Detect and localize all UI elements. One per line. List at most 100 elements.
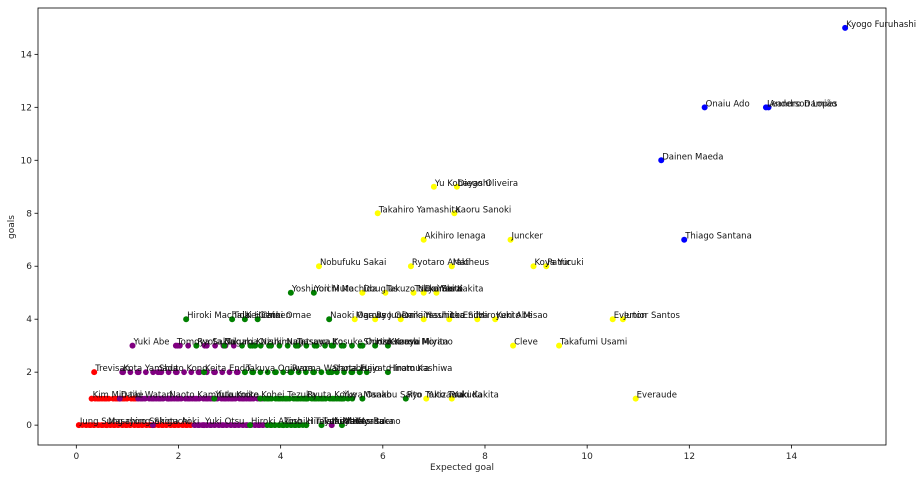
y-tick-label: 14 — [21, 50, 33, 60]
point-label: Toshiki Takahashi — [283, 417, 357, 427]
point-label: Matias Bueno — [343, 417, 401, 427]
cluster-point — [318, 395, 325, 402]
cluster-point — [148, 395, 155, 402]
cluster-point — [101, 395, 108, 402]
cluster-point — [250, 395, 257, 402]
data-point — [88, 395, 95, 402]
cluster-point — [165, 369, 172, 376]
cluster-point — [219, 369, 226, 376]
cluster-point — [239, 342, 245, 349]
data-point — [201, 369, 208, 376]
point-label: Yuki Otsu — [204, 417, 244, 427]
data-point — [252, 342, 259, 349]
y-tick-label: 12 — [21, 103, 32, 113]
cluster-point — [257, 369, 264, 376]
data-point — [315, 263, 322, 270]
data-point — [448, 263, 455, 270]
point-label: Ryo Germain — [376, 311, 431, 321]
x-axis-label: Expected goal — [430, 463, 494, 473]
cluster-point — [130, 395, 137, 402]
y-tick-label: 0 — [26, 421, 32, 431]
cluster-point — [280, 369, 287, 376]
cluster-point — [284, 342, 291, 349]
cluster-point — [188, 369, 195, 376]
y-tick-label: 2 — [26, 368, 32, 378]
data-point — [433, 289, 440, 296]
data-point — [681, 236, 688, 243]
cluster-point — [185, 395, 191, 402]
data-point — [420, 236, 427, 243]
data-point — [116, 395, 123, 402]
cluster-point — [286, 395, 293, 402]
data-point — [842, 24, 849, 31]
point-label: Nobufuku Sakai — [320, 258, 386, 268]
point-label: Kento Misao — [496, 311, 548, 321]
cluster-point — [232, 395, 239, 402]
cluster-point — [313, 342, 320, 349]
point-label: Kei Chinen — [246, 311, 291, 321]
cluster-point — [203, 395, 209, 402]
data-point — [420, 316, 427, 323]
data-point — [326, 316, 333, 323]
data-point — [474, 316, 481, 323]
plot-frame — [37, 7, 887, 446]
cluster-point — [160, 395, 166, 402]
point-label: Junior Santos — [623, 311, 681, 321]
cluster-point — [178, 395, 185, 402]
cluster-point — [191, 395, 198, 402]
point-label: Ryoma Watanabe — [292, 364, 367, 374]
cluster-point — [349, 369, 356, 376]
cluster-point — [173, 395, 180, 402]
cluster-point — [221, 395, 227, 402]
point-label: Everton — [614, 311, 647, 321]
point-label: Yuki Kakita — [452, 391, 499, 401]
cluster-point — [142, 369, 149, 376]
cluster-point — [268, 342, 275, 349]
cluster-point — [212, 342, 219, 349]
point-label: Yuki Abe — [133, 338, 170, 348]
point-label: Tatsuya Ito — [296, 338, 343, 348]
data-point — [201, 422, 208, 429]
point-label: Tomoya Sakai — [176, 338, 235, 348]
cluster-point — [185, 342, 192, 349]
x-tick-label: 0 — [73, 452, 79, 462]
cluster-point — [329, 395, 336, 402]
point-label: Ryuta Koike — [307, 391, 357, 401]
point-label: Takuya Ogiwara — [245, 364, 313, 374]
data-point — [451, 210, 458, 217]
point-label: Ryo Takizawa — [407, 391, 463, 401]
cluster-point — [181, 369, 187, 376]
point-label: Juncker — [511, 232, 544, 242]
data-point — [556, 342, 563, 349]
data-point — [384, 369, 391, 376]
cluster-point — [230, 342, 237, 349]
cluster-point — [295, 369, 302, 376]
point-label: Everaude — [637, 391, 677, 401]
point-label: Hiroto Kashiwa — [389, 364, 452, 374]
data-point — [183, 316, 190, 323]
data-point — [338, 422, 345, 429]
data-point — [632, 395, 639, 402]
point-label: Cleve — [514, 338, 538, 348]
cluster-point — [226, 369, 233, 376]
data-point — [453, 183, 460, 190]
point-label: Yasuhito Endo — [424, 311, 484, 321]
cluster-point — [303, 342, 310, 349]
data-point — [310, 289, 317, 296]
point-label: Hiroyuki Mae — [307, 417, 362, 427]
x-tick-label: 6 — [380, 452, 386, 462]
cluster-point — [212, 369, 218, 376]
point-label: Naoki Ogawa — [330, 311, 386, 321]
cluster-point — [268, 395, 275, 402]
data-point — [229, 316, 236, 323]
data-point — [372, 316, 379, 323]
data-point — [75, 422, 82, 429]
data-point — [254, 316, 261, 323]
data-point — [410, 289, 417, 296]
point-label: Kyogo Furuhashi — [846, 20, 916, 30]
cluster-point — [250, 369, 257, 376]
cluster-point — [257, 342, 264, 349]
point-label: Hiroyuki Abe — [478, 311, 532, 321]
x-tick-label: 2 — [176, 452, 182, 462]
data-point — [619, 316, 626, 323]
